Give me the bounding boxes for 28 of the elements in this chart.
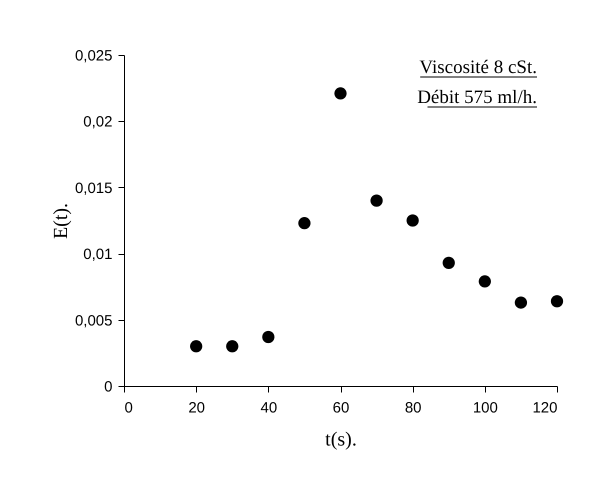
- point: [334, 87, 347, 100]
- point: [478, 275, 491, 288]
- y-tick-label: 0,005: [74, 312, 112, 330]
- y-tick-label: 0: [104, 378, 112, 396]
- point: [370, 194, 383, 207]
- point: [298, 217, 311, 230]
- y-axis-title: E(t).: [50, 202, 72, 240]
- point: [262, 330, 274, 344]
- point: [190, 340, 202, 352]
- x-tick-label: 80: [404, 400, 422, 416]
- x-axis-title: t(s).: [325, 428, 357, 450]
- x-tick-label: 40: [260, 400, 278, 416]
- y-tick-label: 0,02: [83, 114, 112, 131]
- x-tick-label: 120: [532, 400, 558, 416]
- annotation: Débit 575 ml/h.: [417, 87, 537, 108]
- x-tick-label: 20: [188, 400, 206, 416]
- point: [514, 296, 528, 309]
- y-tick-label: 0,01: [83, 246, 112, 264]
- point: [406, 214, 419, 227]
- annotation: Viscosité 8 cSt.: [419, 57, 537, 78]
- x-tick-label: 0: [124, 400, 133, 416]
- point: [550, 295, 564, 308]
- y-tick-label: 0,015: [74, 180, 112, 197]
- x-tick-label: 60: [332, 400, 350, 416]
- x-tick-label: 100: [472, 400, 498, 416]
- y-tick-label: 0,025: [74, 48, 112, 64]
- point: [226, 340, 238, 352]
- point: [442, 256, 455, 269]
